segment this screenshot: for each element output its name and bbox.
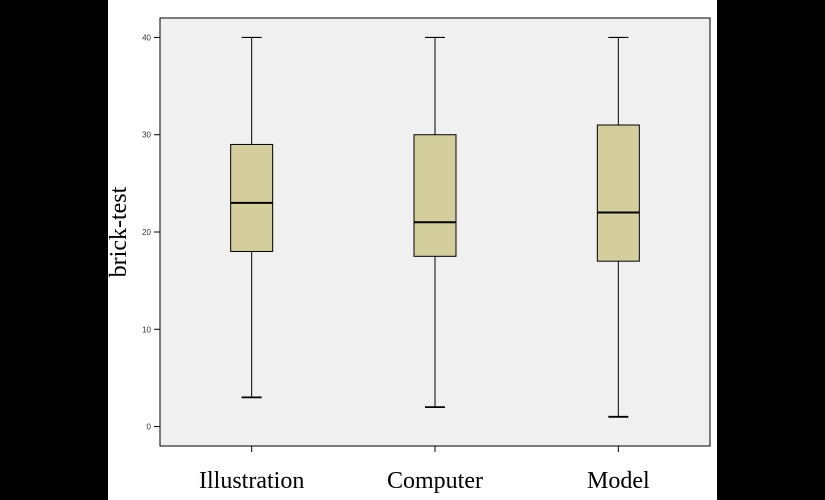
x-tick-label: Illustration [199,468,304,494]
y-tick-label: 0 [147,423,152,432]
y-axis-label: brick-test [106,186,132,277]
iqr-box [596,124,640,262]
box-illustration [230,36,274,399]
iqr-box [413,134,457,257]
y-tick-label: 20 [142,228,151,237]
x-tick-label: Model [587,468,650,494]
left-black-band [0,0,108,500]
y-axis: 0 10 20 30 40 [142,33,160,432]
x-tick-label: Computer [387,468,483,494]
y-tick-label: 10 [142,325,151,334]
box-series [230,36,640,418]
x-axis: Illustration Computer Model [199,446,650,494]
y-tick-label: 30 [142,131,151,140]
iqr-box [230,143,274,252]
box-model [596,36,640,418]
y-tick-label: 40 [142,33,151,42]
box-computer [413,36,457,408]
right-black-band [717,0,825,500]
